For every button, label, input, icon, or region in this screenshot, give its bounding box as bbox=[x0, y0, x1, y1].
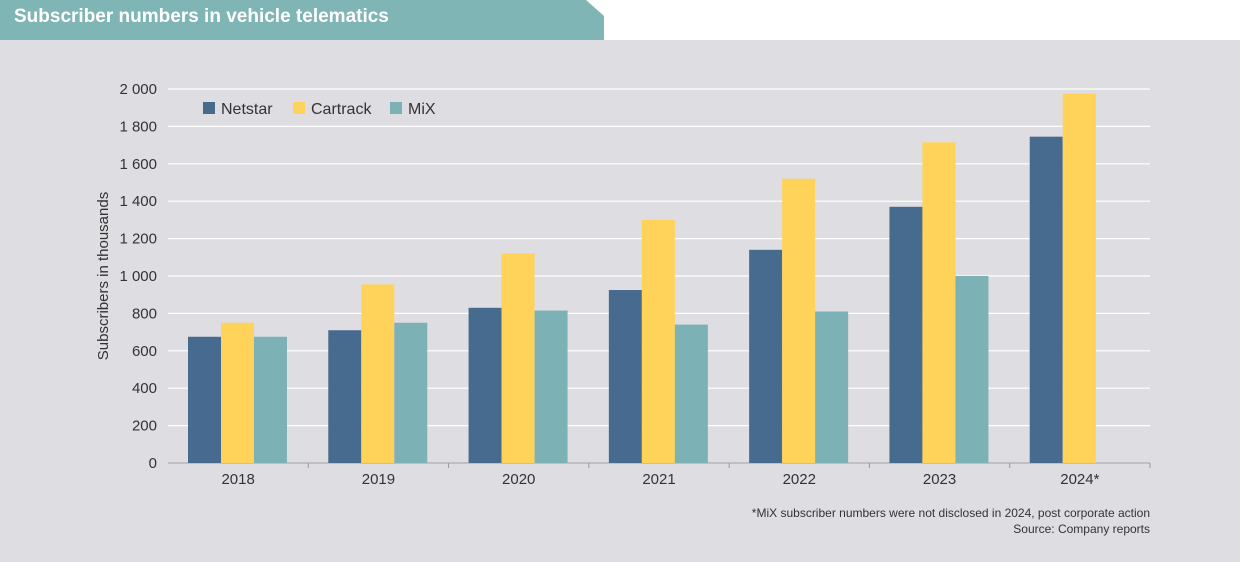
bar-cartrack-2020 bbox=[501, 253, 535, 463]
legend-swatch-mix bbox=[390, 102, 402, 114]
bar-netstar-2018 bbox=[188, 336, 221, 463]
bar-mix-2020 bbox=[534, 310, 568, 463]
x-tick-label: 2023 bbox=[923, 471, 956, 488]
x-tick-label: 2018 bbox=[221, 471, 254, 488]
bar-netstar-2021 bbox=[608, 290, 642, 463]
y-tick-label: 1 800 bbox=[119, 118, 157, 135]
bar-mix-2023 bbox=[955, 276, 989, 463]
title-tab bbox=[0, 0, 604, 40]
legend-label-mix: MiX bbox=[408, 101, 436, 118]
legend-label-cartrack: Cartrack bbox=[311, 101, 372, 118]
y-tick-label: 0 bbox=[149, 455, 157, 472]
legend-swatch-cartrack bbox=[293, 102, 305, 114]
x-tick-label: 2019 bbox=[362, 471, 395, 488]
y-tick-label: 400 bbox=[132, 380, 157, 397]
x-tick-label: 2020 bbox=[502, 471, 535, 488]
x-tick-label: 2022 bbox=[783, 471, 816, 488]
bar-cartrack-2023 bbox=[922, 142, 956, 464]
y-tick-label: 2 000 bbox=[119, 81, 157, 98]
x-tick-label: 2021 bbox=[642, 471, 675, 488]
y-tick-label: 1 600 bbox=[119, 156, 157, 173]
y-tick-label: 600 bbox=[132, 343, 157, 360]
bar-netstar-2022 bbox=[749, 249, 783, 463]
bar-mix-2021 bbox=[674, 324, 708, 463]
bar-cartrack-2022 bbox=[782, 178, 816, 463]
footnote-mix: *MiX subscriber numbers were not disclos… bbox=[751, 506, 1150, 520]
bar-netstar-2020 bbox=[468, 307, 502, 463]
y-tick-label: 1 400 bbox=[119, 193, 157, 210]
bar-netstar-2019 bbox=[328, 330, 362, 463]
chart-title: Subscriber numbers in vehicle telematics bbox=[14, 6, 389, 27]
bar-mix-2019 bbox=[394, 322, 428, 463]
legend-swatch-netstar bbox=[203, 102, 215, 114]
footnote-source: Source: Company reports bbox=[1013, 522, 1150, 536]
x-tick-label: 2024* bbox=[1060, 471, 1099, 488]
y-tick-label: 200 bbox=[132, 418, 157, 435]
bar-cartrack-2019 bbox=[361, 284, 395, 463]
bar-cartrack-2018 bbox=[221, 322, 254, 463]
bar-mix-2018 bbox=[254, 336, 287, 463]
bar-netstar-2023 bbox=[889, 206, 923, 463]
bar-mix-2022 bbox=[815, 311, 849, 463]
y-tick-label: 1 200 bbox=[119, 231, 157, 248]
y-tick-label: 800 bbox=[132, 305, 157, 322]
legend-label-netstar: Netstar bbox=[221, 101, 273, 118]
bar-cartrack-2024 bbox=[1062, 93, 1096, 464]
title-band: Subscriber numbers in vehicle telematics bbox=[0, 0, 1240, 40]
y-tick-label: 1 000 bbox=[119, 268, 157, 285]
bar-cartrack-2021 bbox=[641, 219, 675, 463]
bar-netstar-2024 bbox=[1029, 136, 1063, 463]
y-axis-label: Subscribers in thousands bbox=[95, 192, 112, 360]
